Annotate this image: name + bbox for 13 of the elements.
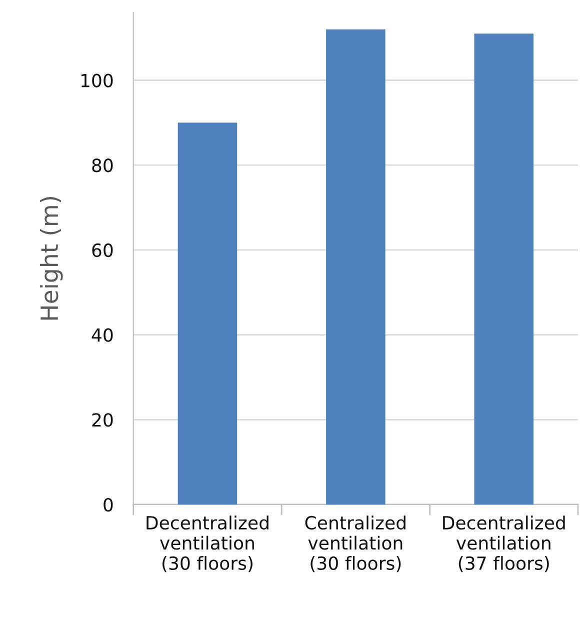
x-tick-label: Decentralized ventilation (37 floors) [443,516,565,572]
bar [474,34,534,504]
x-tick-label: Decentralized ventilation (30 floors) [146,516,268,572]
y-tick-label: 80 [92,158,113,172]
y-tick-label: 60 [92,243,113,258]
y-tick-label: 0 [104,498,113,512]
bar [326,29,386,504]
y-axis-title: Height (m) [40,196,63,320]
y-tick-label: 100 [81,74,113,88]
x-tick-label: Centralized ventilation (30 floors) [305,516,406,572]
y-tick-label: 20 [92,413,113,427]
y-tick-label: 40 [92,328,113,342]
bar [178,122,238,504]
